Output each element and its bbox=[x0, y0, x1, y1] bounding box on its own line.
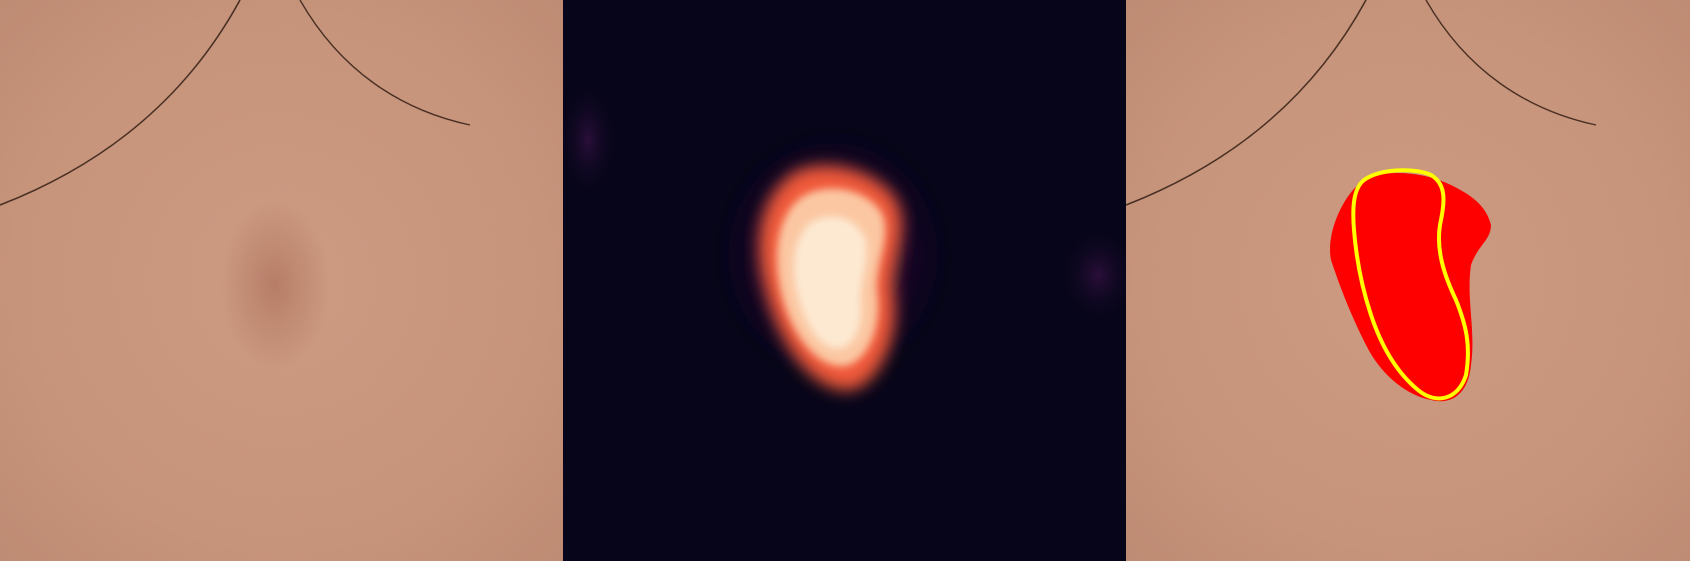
hair-strand bbox=[1425, 0, 1597, 126]
heatmap-peak bbox=[793, 216, 867, 349]
dermoscopy-image-svg bbox=[0, 0, 563, 561]
segmentation-overlay bbox=[1126, 0, 1690, 561]
heatmap-faint-region bbox=[563, 80, 618, 200]
segmentation-overlay-svg bbox=[1126, 0, 1690, 561]
heatmap-faint-region bbox=[1058, 225, 1126, 325]
prediction-mask bbox=[1330, 172, 1491, 402]
hair-strand bbox=[1126, 0, 1367, 206]
ground-truth-contour bbox=[1351, 168, 1470, 401]
attention-heatmap-svg bbox=[563, 0, 1126, 561]
attention-heatmap bbox=[563, 0, 1126, 561]
hair-strand bbox=[0, 0, 241, 206]
lesion-area bbox=[220, 200, 330, 370]
dermoscopy-image bbox=[0, 0, 563, 561]
hair-strand bbox=[299, 0, 471, 126]
